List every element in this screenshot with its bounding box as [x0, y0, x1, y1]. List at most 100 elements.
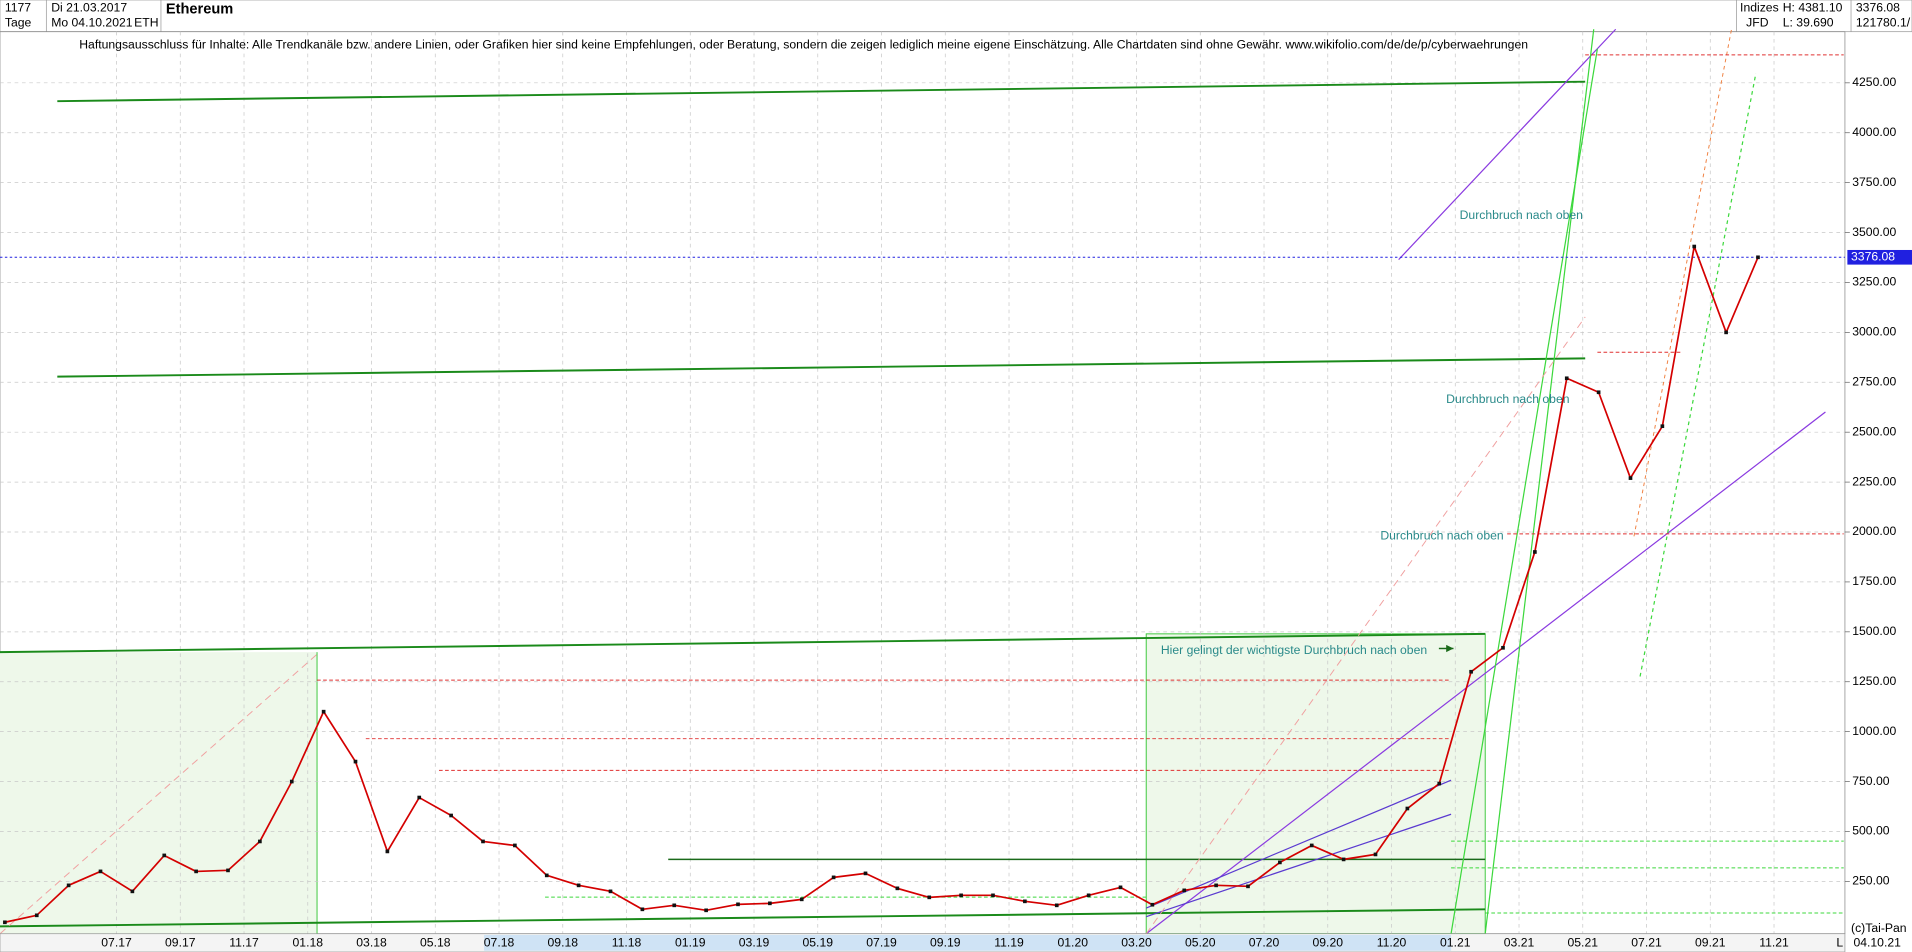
price-point	[640, 907, 645, 912]
price-point	[1501, 645, 1505, 650]
arrow-head	[1446, 644, 1454, 653]
y-tick-label: 2750.00	[1852, 374, 1896, 388]
price-point	[799, 897, 804, 902]
price-point	[162, 853, 167, 858]
x-tick-label: 01.20	[1058, 936, 1089, 950]
price-point	[608, 889, 613, 894]
source: JFD	[1746, 15, 1769, 29]
price-point	[768, 901, 772, 906]
price-point	[481, 839, 485, 844]
x-tick-label: 07.19	[866, 936, 897, 950]
price-point	[1023, 899, 1027, 904]
y-tick-label: 1500.00	[1852, 624, 1896, 638]
x-tick-label: 01.18	[293, 936, 324, 950]
period: Tage	[5, 15, 32, 29]
trend-lines	[0, 28, 1844, 935]
price-point	[449, 813, 453, 818]
annotation: Durchbruch nach oben	[1460, 208, 1583, 222]
price-point	[1596, 390, 1601, 395]
price-point	[991, 893, 995, 898]
y-tick-label: 3000.00	[1852, 325, 1896, 339]
y-tick-label: 2250.00	[1852, 474, 1896, 488]
price-point	[98, 869, 103, 874]
trend-line	[1450, 48, 1598, 934]
extra: 121780.1/	[1856, 15, 1911, 29]
x-tick-label: 11.20	[1377, 936, 1407, 950]
scale-mode: L	[1836, 936, 1843, 950]
price-point	[704, 908, 708, 913]
x-tick-label: 11.17	[229, 936, 259, 950]
price-point	[1756, 255, 1760, 260]
price-point	[959, 893, 963, 898]
price-point	[321, 709, 326, 714]
x-tick-label: 07.20	[1249, 936, 1280, 950]
x-tick-label: 09.19	[930, 936, 961, 950]
x-tick-label: 05.19	[803, 936, 834, 950]
trend-line	[1398, 28, 1617, 261]
price-point	[513, 843, 517, 848]
price-point	[1182, 888, 1187, 893]
trend-line	[1145, 779, 1452, 909]
price-point	[672, 903, 677, 908]
x-tick-label: 09.20	[1313, 936, 1344, 950]
x-tick-label: 03.20	[1121, 936, 1152, 950]
y-tick-label: 3250.00	[1852, 275, 1896, 289]
price-point	[927, 895, 932, 900]
x-tick-label: 03.18	[356, 936, 387, 950]
trend-line	[1639, 73, 1757, 677]
zone	[0, 652, 318, 934]
trend-line	[1145, 316, 1586, 934]
y-tick-label: 2500.00	[1852, 424, 1896, 438]
disclaimer: Haftungsausschluss für Inhalte: Alle Tre…	[79, 37, 1528, 51]
trend-line	[0, 632, 1486, 654]
price-point	[736, 902, 740, 907]
y-tick-label: 1250.00	[1852, 674, 1896, 688]
x-tick-label: 03.19	[739, 936, 770, 950]
price-point	[1469, 669, 1473, 674]
price-point	[1086, 893, 1091, 898]
last-price-box	[1847, 249, 1912, 265]
price-point	[1564, 376, 1569, 381]
start-date: Di 21.03.2017	[51, 1, 127, 15]
price-point	[544, 873, 549, 878]
price-point	[226, 868, 230, 873]
grid	[0, 31, 1845, 934]
last-price: 3376.08	[1856, 1, 1900, 15]
price-point	[1150, 902, 1155, 907]
low: L: 39.690	[1783, 15, 1834, 29]
price-point	[1214, 883, 1218, 888]
trend-line	[0, 651, 320, 935]
y-tick-label: 250.00	[1852, 874, 1890, 888]
trend-line	[1633, 29, 1733, 537]
x-tick-label: 09.18	[548, 936, 579, 950]
current-date: 04.10.21	[1853, 936, 1901, 950]
annotation: Durchbruch nach oben	[1446, 392, 1569, 406]
price-point	[3, 920, 7, 925]
x-tick-label: 09.17	[165, 936, 196, 950]
price-point	[130, 889, 135, 894]
trend-line	[57, 80, 1586, 103]
price-point	[1118, 885, 1123, 890]
price-point	[385, 849, 390, 854]
x-tick-label: 09.21	[1695, 936, 1726, 950]
price-point	[1341, 857, 1346, 862]
plot	[3, 244, 1760, 925]
x-tick-label: 05.18	[420, 936, 451, 950]
price-point	[194, 869, 198, 874]
x-tick-label: 05.21	[1568, 936, 1599, 950]
price-line	[4, 245, 1759, 924]
x-tick-label: 11.21	[1759, 936, 1789, 950]
x-tick-label: 01.21	[1440, 936, 1471, 950]
x-tick-label: 11.19	[994, 936, 1024, 950]
y-tick-label: 750.00	[1852, 774, 1890, 788]
price-point	[1692, 244, 1697, 249]
last-price-label: 3376.08	[1851, 250, 1895, 264]
price-point	[258, 839, 262, 844]
instrument-name: Ethereum	[166, 2, 233, 18]
y-tick-label: 3750.00	[1852, 175, 1896, 189]
price-point	[1628, 476, 1633, 480]
price-point	[1405, 806, 1410, 811]
price-point	[353, 759, 358, 764]
price-point	[417, 795, 422, 800]
